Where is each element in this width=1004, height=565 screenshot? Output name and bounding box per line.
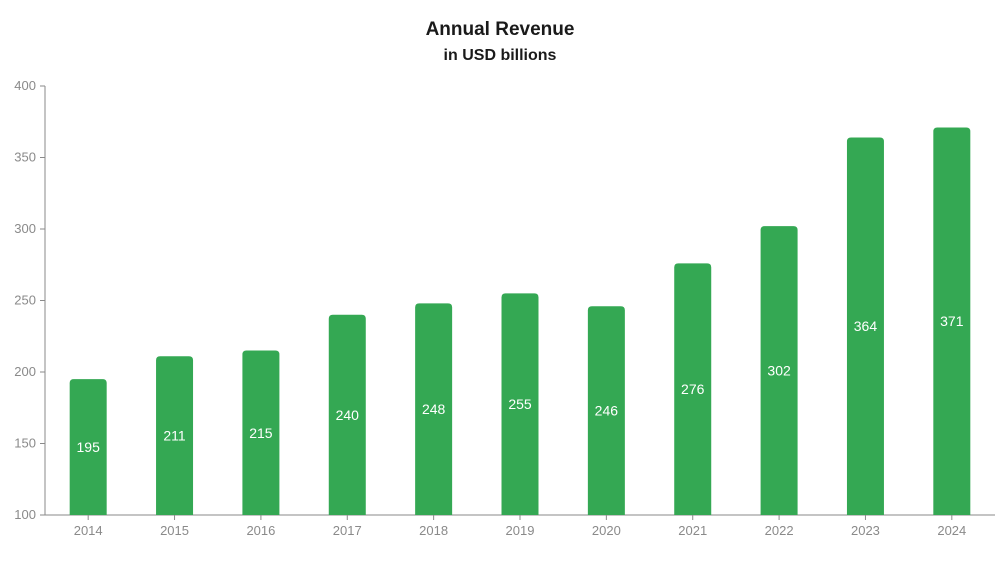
bar-2022 [760, 226, 798, 515]
x-tick-label-2016: 2016 [246, 523, 275, 538]
data-label-2020: 246 [595, 403, 619, 419]
y-tick-label: 100 [14, 507, 36, 522]
bar-2020 [587, 306, 625, 515]
data-label-2023: 364 [854, 318, 878, 334]
data-label-2019: 255 [508, 396, 532, 412]
x-tick-label-2023: 2023 [851, 523, 880, 538]
x-tick-label-2021: 2021 [678, 523, 707, 538]
bar-2023 [846, 137, 884, 516]
y-tick-label: 150 [14, 436, 36, 451]
data-label-2015: 211 [163, 428, 186, 444]
chart-subtitle: in USD billions [443, 47, 557, 64]
bar-2021 [674, 263, 712, 515]
chart-title: Annual Revenue [425, 19, 575, 40]
x-tick-label-2014: 2014 [74, 523, 103, 538]
x-tick-label-2022: 2022 [765, 523, 794, 538]
x-tick-label-2018: 2018 [419, 523, 448, 538]
x-tick-label-2019: 2019 [506, 523, 535, 538]
y-tick-label: 350 [14, 150, 36, 165]
data-label-2014: 195 [77, 439, 101, 455]
bar-2015 [156, 356, 194, 515]
x-tick-label-2024: 2024 [937, 523, 966, 538]
y-tick-label: 400 [14, 78, 36, 93]
bar-2014 [69, 379, 107, 515]
bar-2017 [328, 314, 366, 515]
bar-2018 [415, 303, 453, 515]
x-tick-label-2020: 2020 [592, 523, 621, 538]
data-label-2022: 302 [767, 363, 791, 379]
bar-2019 [501, 293, 539, 515]
data-label-2016: 215 [249, 425, 273, 441]
data-label-2024: 371 [940, 313, 964, 329]
bar-2016 [242, 350, 280, 515]
y-tick-label: 250 [14, 293, 36, 308]
y-tick-label: 300 [14, 221, 36, 236]
data-label-2017: 240 [336, 407, 360, 423]
y-tick-label: 200 [14, 364, 36, 379]
data-label-2021: 276 [681, 381, 705, 397]
data-label-2018: 248 [422, 401, 446, 417]
x-tick-label-2015: 2015 [160, 523, 189, 538]
x-tick-label-2017: 2017 [333, 523, 362, 538]
bar-2024 [933, 127, 971, 515]
